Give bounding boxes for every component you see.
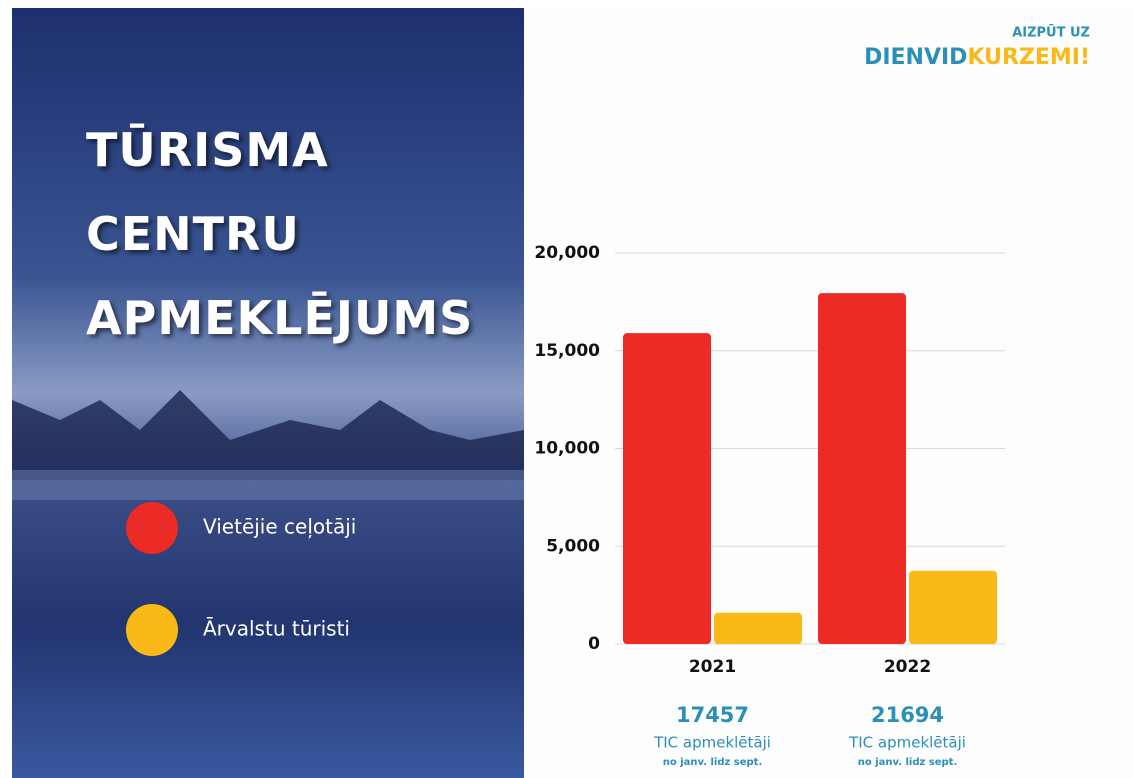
legend-swatch — [126, 604, 178, 656]
legend-swatch — [126, 502, 178, 554]
y-tick-label: 5,000 — [546, 536, 600, 556]
title: TŪRISMA CENTRU APMEKLĒJUMS — [86, 108, 486, 360]
legend-label: Vietējie ceļotāji — [203, 515, 356, 539]
bar — [623, 333, 711, 644]
y-tick-label: 15,000 — [534, 341, 600, 361]
logo-right: KURZEMI! — [967, 45, 1090, 70]
total-period: no janv. līdz sept. — [663, 757, 763, 768]
logo-top: AIZPŪT UZ — [1012, 25, 1090, 41]
mist — [12, 470, 524, 500]
legend-label: Ārvalstu tūristi — [203, 617, 350, 641]
page: AIZPŪT UZ DIENVIDKURZEMI! 0 5,000 10,000 15… — [0, 0, 1133, 778]
total-value: 21694 — [871, 703, 944, 727]
total-label: TIC apmeklētāji — [848, 734, 966, 752]
logo-main: DIENVIDKURZEMI! — [864, 45, 1090, 70]
y-tick-label: 10,000 — [534, 439, 600, 459]
bar — [818, 293, 906, 644]
total-value: 17457 — [676, 703, 749, 727]
total-label: TIC apmeklētāji — [653, 734, 771, 752]
y-tick-label: 20,000 — [534, 243, 600, 263]
total-period: no janv. līdz sept. — [858, 757, 958, 768]
bar — [714, 613, 802, 644]
x-tick-label: 2022 — [884, 657, 931, 677]
x-tick-label: 2021 — [689, 657, 736, 677]
bar — [909, 571, 997, 644]
y-tick-label: 0 — [588, 634, 600, 654]
logo-left: DIENVID — [864, 45, 967, 70]
